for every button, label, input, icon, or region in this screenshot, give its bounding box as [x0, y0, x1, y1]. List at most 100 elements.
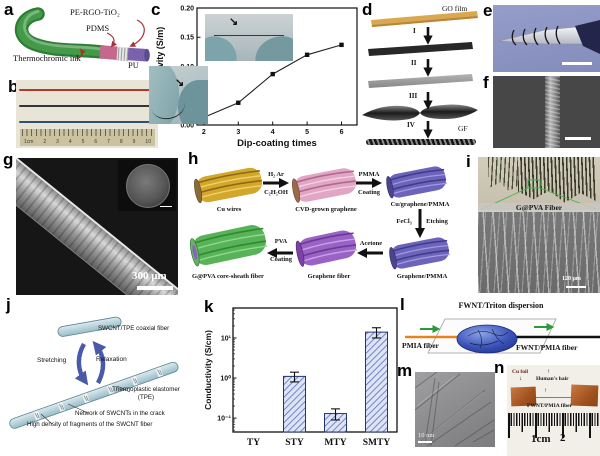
thin-fiber-line [536, 397, 572, 398]
stage-cu-wires: Cu wires [216, 206, 242, 213]
conductivity-bar-chart: 10⁻¹ 10⁰ 10¹ TY STY MTY SMTY Conductivity (S/cm… [203, 307, 398, 448]
c-ytick-label: 0.00 [180, 122, 194, 129]
cu-graphene-pmma-bundle [386, 166, 447, 199]
rgo-ribbon [368, 42, 473, 56]
gf-rope [366, 139, 476, 145]
ruler-1cm: 1cm [531, 433, 551, 445]
arrow-icon: ↘ [175, 77, 185, 89]
cvd-graphene-bundle [292, 168, 357, 203]
coiled-fiber [511, 25, 561, 46]
label-human-hair: Human's hair [536, 376, 569, 382]
label-network: Network of SWCNTs in the crack [75, 410, 165, 417]
panel-label-b: b [8, 77, 19, 96]
label-coaxial-fiber: SWCNT/TPE coaxial fiber [98, 325, 170, 332]
label-tpe-1: Thermoplastic elastomer [112, 386, 180, 393]
label-pmia-fiber: PMIA fiber [402, 341, 439, 350]
cross-section-inset [118, 160, 176, 211]
scale-label: 120 μm [562, 276, 581, 282]
data-marker [304, 52, 310, 57]
panel-label-d: d [362, 0, 373, 19]
light-streaks [416, 375, 484, 441]
label-thermochromic-ink: Thermochromic ink [13, 53, 81, 63]
arrow2-coating: Coating [357, 189, 381, 196]
stage-cvd-graphene: CVD-grown graphene [295, 206, 357, 213]
label-relaxation: Relaxation [96, 356, 127, 363]
fiber-on-finger-photo-inset: ↘ [149, 66, 208, 124]
leader-lines [40, 385, 131, 425]
ruler-number: 8 [119, 139, 123, 145]
panel-label-i: i [466, 152, 471, 171]
label-fwnt-pmia-fiber: FWNT/PMIA fiber [527, 403, 573, 409]
ruler-2: 2 [560, 432, 566, 444]
data-marker [270, 71, 275, 77]
label-pdms: PDMS [86, 23, 110, 33]
fiber-line [213, 35, 285, 36]
up-arrow-icon: ↑ [547, 369, 550, 375]
tem-photo: 10 nm [415, 372, 495, 447]
panel-label-n: n [494, 358, 505, 377]
scale-bar [565, 136, 591, 140]
process-arrows [263, 177, 426, 259]
stage-graphene-pmma: Graphene/PMMA [396, 273, 448, 280]
k-category-label: TY [247, 438, 260, 448]
cu-wires-bundle [194, 167, 263, 204]
arrow-icon: ↘ [229, 16, 239, 28]
fiber-cross-section [126, 164, 170, 208]
fwnt-network [467, 328, 509, 349]
blue-fiber [19, 121, 155, 123]
ruler-number: 10 [145, 139, 151, 145]
gpva-fiber-caption: G@PVA Fiber [515, 203, 563, 212]
down-arrow-icon: ↓ [519, 376, 522, 382]
relaxation-arrow [92, 340, 107, 385]
glove-hand [178, 80, 208, 124]
label-stretching: Stretching [37, 357, 67, 364]
twisted-ribbon-left [362, 105, 420, 121]
c-xtick-label: 5 [305, 129, 309, 136]
c-xtick-label: 4 [271, 129, 275, 136]
ruler-number: 2 [43, 139, 47, 145]
arrow1-solvent: C₂H₅OH [264, 189, 288, 196]
step-2: II [411, 59, 417, 67]
ruler-number: 1cm [24, 139, 34, 145]
data-marker [339, 42, 344, 48]
c-xtick-label: 6 [340, 129, 344, 136]
c-xtick-label: 3 [236, 129, 240, 136]
arrow5-coating: Coating [269, 256, 293, 263]
direction-arrows [420, 323, 555, 333]
tem-streaks [415, 372, 495, 447]
red-fiber [19, 89, 155, 91]
panel-label-l: l [400, 295, 405, 314]
graphene-fiber-bundle [295, 230, 358, 267]
k-ytick-label: 10⁻¹ [217, 416, 231, 423]
panel-label-k: k [204, 297, 214, 316]
arrow2-pmma: PMMA [358, 171, 380, 178]
scale-bar [137, 286, 173, 290]
scale-label: 10 nm [418, 432, 435, 439]
fiber-photo: 1cm 2 3 4 5 6 7 8 9 10 [16, 80, 158, 148]
ruler-number: 9 [132, 139, 136, 145]
ruler-number: 7 [107, 139, 110, 145]
panel-label-m: m [397, 361, 413, 380]
cu-foil-right [570, 384, 599, 407]
stage-graphene-fiber: Graphene fiber [307, 273, 351, 280]
gpva-core-sheath-bundle [189, 225, 268, 267]
scale-bar [562, 62, 592, 65]
k-ytick-label: 10⁰ [220, 374, 231, 382]
step-1: I [413, 27, 416, 35]
ruler: 1cm 2 3 4 5 6 7 8 9 10 [20, 129, 155, 146]
sem-fiber-photo [493, 76, 600, 148]
